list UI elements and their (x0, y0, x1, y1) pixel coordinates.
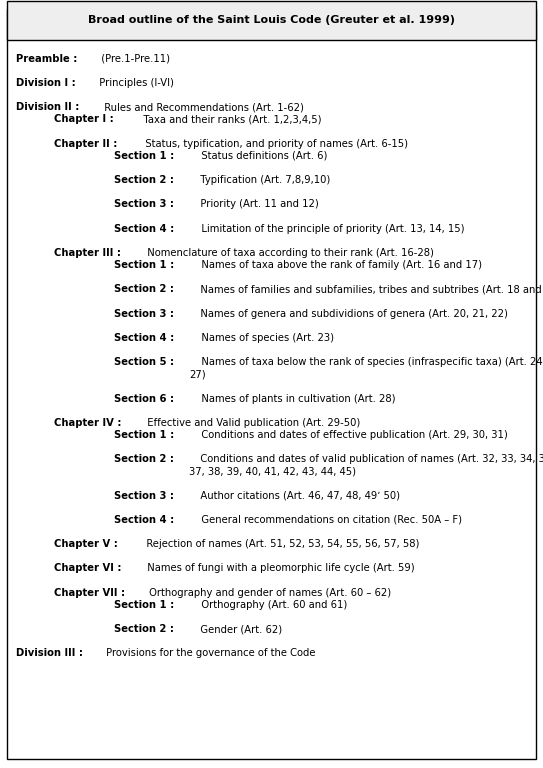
Text: Principles (I-VI): Principles (I-VI) (93, 78, 174, 88)
Text: Provisions for the governance of the Code: Provisions for the governance of the Cod… (103, 648, 315, 658)
Text: Chapter II :: Chapter II : (54, 139, 118, 149)
Text: Names of families and subfamilies, tribes and subtribes (Art. 18 and 19): Names of families and subfamilies, tribe… (192, 284, 543, 294)
Text: 27): 27) (189, 369, 206, 379)
Text: Division II :: Division II : (16, 102, 80, 112)
Text: Chapter VI :: Chapter VI : (54, 564, 122, 574)
Text: Chapter V :: Chapter V : (54, 539, 118, 549)
Text: Typification (Art. 7,8,9,10): Typification (Art. 7,8,9,10) (192, 175, 331, 185)
Text: Chapter I :: Chapter I : (54, 114, 114, 124)
Text: Chapter VII :: Chapter VII : (54, 588, 125, 598)
Text: Section 1 :: Section 1 : (114, 430, 174, 440)
Text: Conditions and dates of valid publication of names (Art. 32, 33, 34, 35, 36,: Conditions and dates of valid publicatio… (192, 454, 543, 464)
Text: Section 6 :: Section 6 : (114, 393, 174, 403)
Text: Nomenclature of taxa according to their rank (Art. 16-28): Nomenclature of taxa according to their … (141, 248, 434, 258)
Text: Chapter IV :: Chapter IV : (54, 418, 122, 428)
Text: Section 1 :: Section 1 : (114, 600, 174, 610)
Text: Section 1 :: Section 1 : (114, 260, 174, 270)
Text: Effective and Valid publication (Art. 29-50): Effective and Valid publication (Art. 29… (141, 418, 361, 428)
Text: General recommendations on citation (Rec. 50A – F): General recommendations on citation (Rec… (192, 515, 462, 525)
Text: Taxa and their ranks (Art. 1,2,3,4,5): Taxa and their ranks (Art. 1,2,3,4,5) (131, 114, 322, 124)
Text: Section 2 :: Section 2 : (114, 454, 174, 464)
Text: (Pre.1-Pre.11): (Pre.1-Pre.11) (96, 54, 171, 64)
Text: Names of taxa below the rank of species (infraspecific taxa) (Art. 24, 25, 26,: Names of taxa below the rank of species … (192, 357, 543, 367)
Text: Section 5 :: Section 5 : (114, 357, 174, 367)
Text: Preamble :: Preamble : (16, 54, 78, 64)
Bar (7, 1, 536, 40)
Text: Priority (Art. 11 and 12): Priority (Art. 11 and 12) (192, 200, 319, 210)
Text: Chapter III :: Chapter III : (54, 248, 121, 258)
Text: Rules and Recommendations (Art. 1-62): Rules and Recommendations (Art. 1-62) (98, 102, 304, 112)
Text: Names of taxa above the rank of family (Art. 16 and 17): Names of taxa above the rank of family (… (192, 260, 482, 270)
Text: Gender (Art. 62): Gender (Art. 62) (192, 624, 282, 634)
Text: Names of fungi with a pleomorphic life cycle (Art. 59): Names of fungi with a pleomorphic life c… (141, 564, 415, 574)
Text: Status, typification, and priority of names (Art. 6-15): Status, typification, and priority of na… (136, 139, 408, 149)
Text: Section 4 :: Section 4 : (114, 223, 174, 233)
Text: Author citations (Art. 46, 47, 48, 49ʼ 50): Author citations (Art. 46, 47, 48, 49ʼ 5… (192, 491, 400, 501)
Text: Status definitions (Art. 6): Status definitions (Art. 6) (192, 151, 327, 161)
Text: Section 2 :: Section 2 : (114, 284, 174, 294)
Text: Section 3 :: Section 3 : (114, 309, 174, 319)
Text: Section 4 :: Section 4 : (114, 333, 174, 343)
Text: Section 4 :: Section 4 : (114, 515, 174, 525)
Text: Names of species (Art. 23): Names of species (Art. 23) (192, 333, 334, 343)
Text: Section 1 :: Section 1 : (114, 151, 174, 161)
Text: Division I :: Division I : (16, 78, 76, 88)
Text: Names of genera and subdividions of genera (Art. 20, 21, 22): Names of genera and subdividions of gene… (192, 309, 508, 319)
Text: Section 3 :: Section 3 : (114, 200, 174, 210)
Text: Names of plants in cultivation (Art. 28): Names of plants in cultivation (Art. 28) (192, 393, 395, 403)
Text: Rejection of names (Art. 51, 52, 53, 54, 55, 56, 57, 58): Rejection of names (Art. 51, 52, 53, 54,… (137, 539, 419, 549)
Text: Section 2 :: Section 2 : (114, 624, 174, 634)
Text: Conditions and dates of effective publication (Art. 29, 30, 31): Conditions and dates of effective public… (192, 430, 508, 440)
Text: Section 3 :: Section 3 : (114, 491, 174, 501)
Text: Division III :: Division III : (16, 648, 83, 658)
Text: 37, 38, 39, 40, 41, 42, 43, 44, 45): 37, 38, 39, 40, 41, 42, 43, 44, 45) (189, 466, 356, 476)
Text: Orthography (Art. 60 and 61): Orthography (Art. 60 and 61) (192, 600, 347, 610)
Text: Limitation of the principle of priority (Art. 13, 14, 15): Limitation of the principle of priority … (192, 223, 464, 233)
Text: Section 2 :: Section 2 : (114, 175, 174, 185)
Text: Orthography and gender of names (Art. 60 – 62): Orthography and gender of names (Art. 60… (146, 588, 391, 598)
Text: Broad outline of the Saint Louis Code (Greuter et al. 1999): Broad outline of the Saint Louis Code (G… (88, 15, 455, 25)
